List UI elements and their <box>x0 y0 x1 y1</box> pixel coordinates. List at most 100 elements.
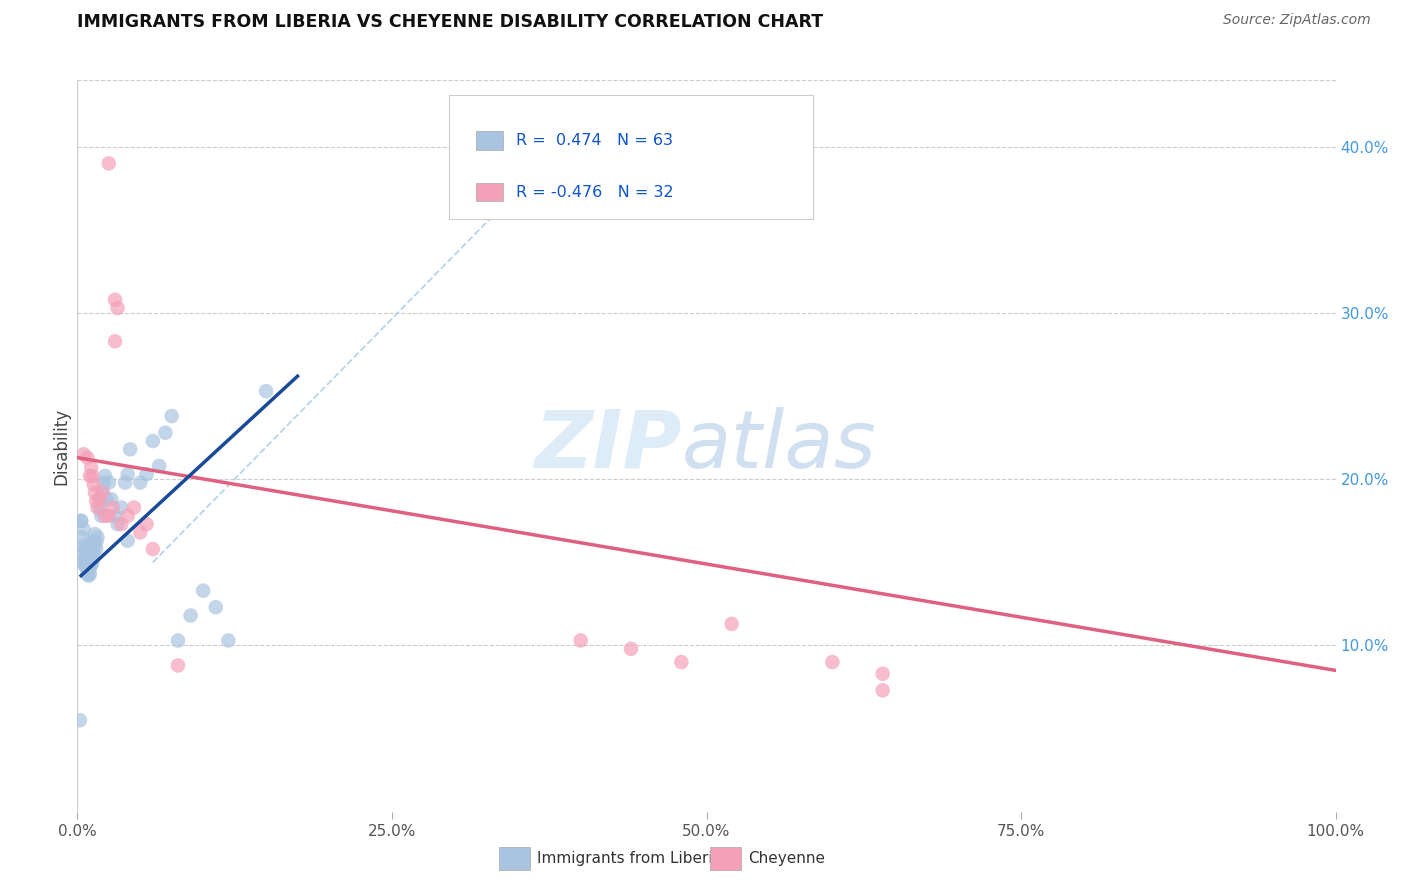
Point <box>155 425 177 440</box>
Text: ZIP: ZIP <box>534 407 682 485</box>
Point <box>79 558 101 573</box>
Point <box>104 508 127 523</box>
Point <box>75 552 97 566</box>
Point <box>84 485 107 500</box>
Point <box>75 560 97 574</box>
Point <box>83 535 105 549</box>
Point <box>72 447 94 461</box>
Point <box>80 550 103 565</box>
Point <box>110 500 132 515</box>
Point <box>77 552 100 566</box>
Point <box>872 683 894 698</box>
Point <box>110 517 132 532</box>
Point <box>83 477 105 491</box>
Point <box>204 600 226 615</box>
Point <box>96 492 118 507</box>
FancyBboxPatch shape <box>449 95 814 219</box>
Point <box>117 467 139 482</box>
Point <box>97 508 120 523</box>
Point <box>80 558 103 573</box>
Point <box>73 558 96 573</box>
Point <box>75 542 97 557</box>
Point <box>107 301 129 315</box>
Point <box>72 522 94 536</box>
Point <box>91 483 114 498</box>
Point <box>97 475 120 490</box>
Point <box>77 568 100 582</box>
Y-axis label: Disability: Disability <box>52 408 70 484</box>
Point <box>167 658 190 673</box>
Point <box>191 583 215 598</box>
Point <box>142 542 165 557</box>
Point <box>120 442 142 457</box>
Point <box>89 502 111 516</box>
Point <box>93 475 115 490</box>
Point <box>82 547 104 561</box>
Point <box>720 616 742 631</box>
Point <box>72 539 94 553</box>
Point <box>70 514 93 528</box>
Point <box>90 508 112 523</box>
Point <box>129 475 152 490</box>
Point <box>72 555 94 569</box>
Point <box>76 450 98 465</box>
Point <box>82 555 104 569</box>
Point <box>671 655 693 669</box>
Point <box>94 469 117 483</box>
Point <box>72 547 94 561</box>
Point <box>254 384 277 398</box>
Point <box>84 493 107 508</box>
Point <box>84 535 107 549</box>
Point <box>872 666 894 681</box>
Point <box>91 485 114 500</box>
Point <box>79 535 101 549</box>
Point <box>142 434 165 448</box>
Point <box>821 655 844 669</box>
Point <box>101 500 124 515</box>
Point <box>77 542 100 557</box>
Point <box>148 458 170 473</box>
Point <box>117 508 139 523</box>
Point <box>79 469 101 483</box>
Point <box>569 633 592 648</box>
Point <box>160 409 183 423</box>
Text: atlas: atlas <box>682 407 876 485</box>
Point <box>89 492 111 507</box>
Point <box>79 567 101 582</box>
Point <box>79 547 101 561</box>
Point <box>84 542 107 557</box>
Point <box>76 552 98 566</box>
Point <box>107 517 129 532</box>
Point <box>70 514 93 528</box>
Point <box>97 156 120 170</box>
Text: R =  0.474   N = 63: R = 0.474 N = 63 <box>516 133 672 148</box>
Point <box>122 500 145 515</box>
Text: Cheyenne: Cheyenne <box>748 852 825 866</box>
Point <box>94 508 117 523</box>
Point <box>76 567 98 582</box>
Point <box>104 293 127 307</box>
Point <box>84 527 107 541</box>
Point <box>100 492 122 507</box>
Text: Immigrants from Liberia: Immigrants from Liberia <box>537 852 723 866</box>
Point <box>135 467 157 482</box>
FancyBboxPatch shape <box>477 131 503 150</box>
Point <box>76 558 98 573</box>
Point <box>80 460 103 475</box>
Point <box>73 542 96 557</box>
Point <box>104 334 127 349</box>
Point <box>86 500 108 515</box>
Text: Source: ZipAtlas.com: Source: ZipAtlas.com <box>1223 13 1371 28</box>
Text: R = -0.476   N = 32: R = -0.476 N = 32 <box>516 185 673 200</box>
Point <box>135 517 157 532</box>
Point <box>77 560 100 574</box>
Point <box>217 633 239 648</box>
Point <box>72 530 94 544</box>
Point <box>83 543 105 558</box>
FancyBboxPatch shape <box>477 183 503 202</box>
Point <box>129 525 152 540</box>
Point <box>180 608 202 623</box>
Point <box>86 530 108 544</box>
Point <box>167 633 190 648</box>
Point <box>82 469 104 483</box>
